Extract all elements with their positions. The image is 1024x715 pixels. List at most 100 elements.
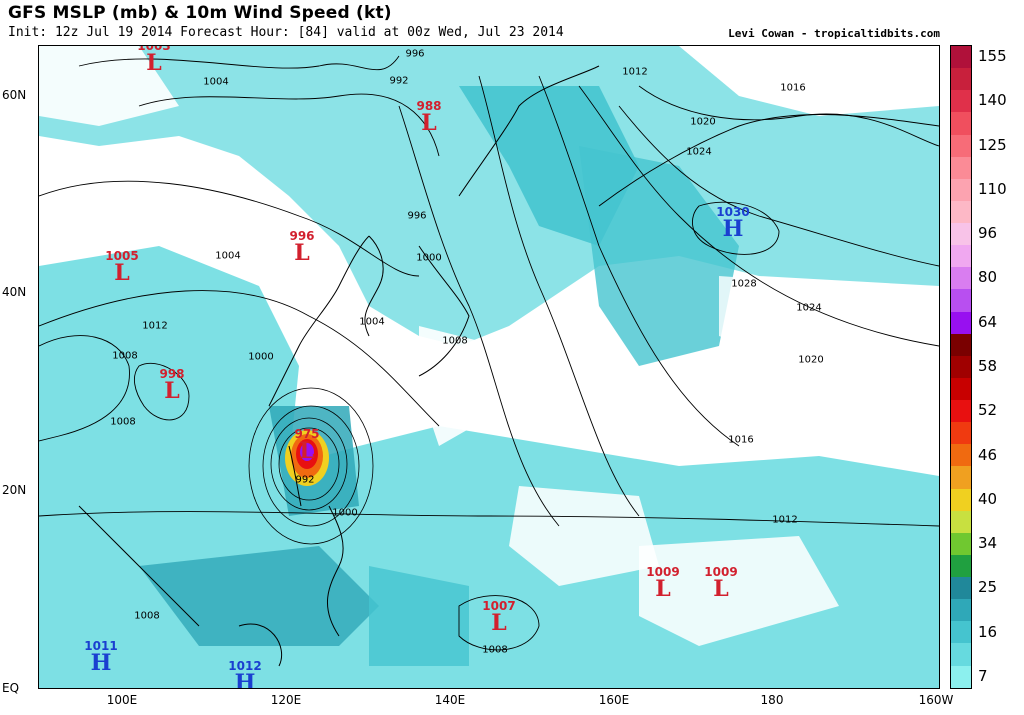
credit-line: Levi Cowan - tropicaltidbits.com [728, 27, 940, 40]
isobar-label: 1008 [112, 350, 138, 362]
lon-label-120e: 120E [270, 693, 302, 707]
colorbar-segment [951, 46, 971, 69]
colorbar-tick-label: 7 [978, 666, 988, 685]
coastlines [78, 65, 939, 667]
pressure-low-1003: 1003 L [137, 45, 171, 76]
colorbar-segment [951, 377, 971, 400]
colorbar-segment [951, 355, 971, 378]
isobar-label: 1008 [110, 416, 136, 428]
map-canvas [39, 46, 939, 688]
weather-map: 1003 L 988 L 996 L 1005 L 998 L 975 L 1030 H 10… [38, 45, 940, 689]
colorbar-segment [951, 488, 971, 511]
isobar-label: 1004 [215, 250, 241, 262]
colorbar-segment [951, 621, 971, 644]
colorbar-segment [951, 466, 971, 489]
isobar-label: 1016 [780, 82, 806, 94]
pressure-low-998: 998 L [159, 367, 185, 404]
colorbar-segment [951, 599, 971, 622]
colorbar-tick-label: 140 [978, 91, 1007, 110]
colorbar-segment [951, 156, 971, 179]
colorbar-segment [951, 643, 971, 666]
colorbar-segment [951, 554, 971, 577]
pressure-high-1011: 1011 H [84, 639, 118, 676]
lat-label-eq: EQ [2, 681, 20, 695]
pressure-high-1012: 1012 H [228, 659, 262, 689]
isobar-label: 1008 [442, 335, 468, 347]
isobar-label: 1020 [798, 354, 824, 366]
colorbar-tick-label: 80 [978, 268, 998, 287]
colorbar-segment [951, 90, 971, 113]
isobar-label: 1004 [359, 316, 385, 328]
lon-label-160w: 160W [918, 693, 954, 707]
init-line: Init: 12z Jul 19 2014 Forecast Hour: [84… [8, 25, 564, 40]
colorbar-segment [951, 134, 971, 157]
isobar-label: 1012 [142, 320, 168, 332]
colorbar-segment [951, 444, 971, 467]
colorbar-tick-label: 96 [978, 224, 998, 243]
isobar-label: 992 [295, 474, 315, 486]
colorbar-segment [951, 532, 971, 555]
map-title: GFS MSLP (mb) & 10m Wind Speed (kt) [8, 3, 392, 23]
colorbar-tick-label: 34 [978, 534, 998, 553]
pressure-low-1009-east: 1009 L [704, 565, 738, 602]
pressure-high-1030: 1030 H [716, 205, 750, 242]
pressure-low-1009-west: 1009 L [646, 565, 680, 602]
colorbar-segment [951, 178, 971, 201]
colorbar-tick-label: 125 [978, 135, 1007, 154]
isobar-label: 1004 [203, 76, 229, 88]
colorbar-tick-label: 40 [978, 489, 998, 508]
pressure-low-996: 996 L [289, 229, 315, 266]
colorbar-tick-label: 25 [978, 578, 998, 597]
pressure-low-1005: 1005 L [105, 249, 139, 286]
lon-label-140e: 140E [434, 693, 466, 707]
colorbar-segment [951, 245, 971, 268]
lat-label-60n: 60N [2, 88, 27, 102]
isobar-label: 1020 [690, 116, 716, 128]
isobar-label: 1016 [728, 434, 754, 446]
colorbar-segment [951, 68, 971, 91]
colorbar-segment [951, 422, 971, 445]
lon-label-180: 180 [760, 693, 784, 707]
isobar-label: 1008 [482, 644, 508, 656]
isobar-label: 1000 [332, 507, 358, 519]
colorbar-tick-label: 52 [978, 401, 998, 420]
isobar-label: 1008 [134, 610, 160, 622]
colorbar-segment [951, 333, 971, 356]
isobar-label: 1024 [796, 302, 822, 314]
colorbar-tick-label: 16 [978, 622, 998, 641]
colorbar-tick-label: 155 [978, 47, 1007, 66]
colorbar-segment [951, 577, 971, 600]
pressure-low-975: 975 L [294, 427, 320, 464]
isobar-label: 1000 [248, 351, 274, 363]
colorbar-segment [951, 289, 971, 312]
isobar-label: 1024 [686, 146, 712, 158]
colorbar-tick-label: 64 [978, 312, 998, 331]
pressure-low-1007: 1007 L [482, 599, 516, 636]
isobar-label: 1000 [416, 252, 442, 264]
lat-label-40n: 40N [2, 285, 27, 299]
isobar-label: 1028 [731, 278, 757, 290]
isobar-label: 992 [389, 75, 409, 87]
colorbar-segment [951, 510, 971, 533]
isobar-label: 996 [407, 210, 427, 222]
colorbar-segment [951, 267, 971, 290]
pressure-low-988: 988 L [416, 99, 442, 136]
colorbar-segment [951, 400, 971, 423]
colorbar-tick-label: 110 [978, 179, 1007, 198]
lon-label-160e: 160E [598, 693, 630, 707]
colorbar-segment [951, 311, 971, 334]
isobar-label: 1012 [622, 66, 648, 78]
isobars [39, 55, 939, 651]
isobar-label: 1012 [772, 514, 798, 526]
wind-speed-colorbar [950, 45, 972, 689]
colorbar-tick-label: 58 [978, 357, 998, 375]
colorbar-segment [951, 665, 971, 688]
typhoon-core [248, 387, 374, 545]
colorbar-segment [951, 112, 971, 135]
colorbar-tick-label: 46 [978, 445, 998, 464]
colorbar-segment [951, 223, 971, 246]
lat-label-20n: 20N [2, 483, 27, 497]
isobar-label: 996 [405, 48, 425, 60]
lon-label-100e: 100E [106, 693, 138, 707]
colorbar-segment [951, 200, 971, 223]
